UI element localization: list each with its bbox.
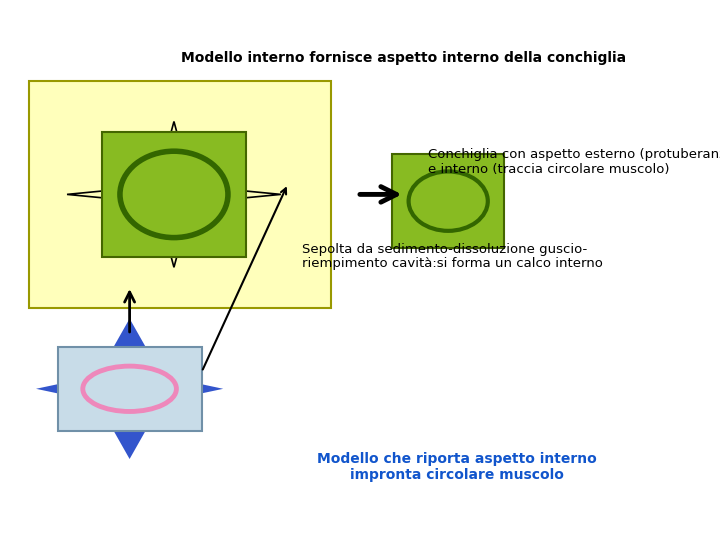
Bar [392,154,504,248]
Bar [29,81,331,308]
Bar [102,132,246,256]
Text: Sepolta da sedimento-dissoluzione guscio-
riempimento cavità:si forma un calco i: Sepolta da sedimento-dissoluzione guscio… [302,242,603,271]
Text: Modello interno fornisce aspetto interno della conchiglia: Modello interno fornisce aspetto interno… [181,51,626,65]
Text: Conchiglia con aspetto esterno (protuberanze)
e interno (traccia circolare musco: Conchiglia con aspetto esterno (protuber… [428,148,720,176]
Bar [58,347,202,431]
Text: Modello che riporta aspetto interno
impronta circolare muscolo: Modello che riporta aspetto interno impr… [318,452,597,482]
Polygon shape [36,319,223,459]
